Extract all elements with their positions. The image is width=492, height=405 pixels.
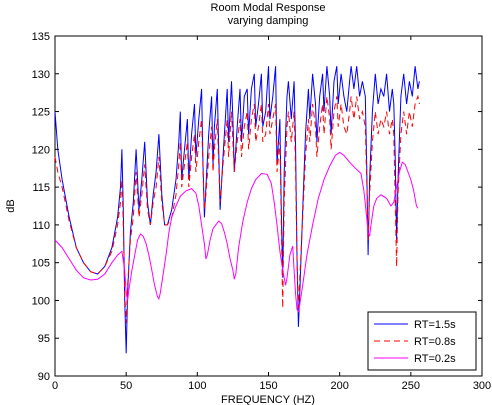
y-tick-label: 110 — [32, 220, 50, 232]
y-tick-label: 90 — [38, 371, 50, 383]
x-axis-label: FREQUENCY (HZ) — [221, 394, 315, 405]
chart-title: Room Modal Response — [211, 2, 326, 14]
x-tick-label: 200 — [330, 380, 348, 392]
legend-label-3: RT=0.2s — [414, 353, 456, 365]
x-tick-label: 150 — [259, 380, 277, 392]
series-line-1 — [54, 66, 420, 354]
y-tick-label: 95 — [38, 333, 50, 345]
legend: RT=1.5s RT=0.8s RT=0.2s — [367, 311, 477, 371]
legend-label-2: RT=0.8s — [414, 336, 456, 348]
axes: 0 50 100 150 200 250 300 90 95 100 105 110 115 120 125… — [32, 31, 492, 392]
y-axis-label: dB — [5, 199, 17, 212]
y-tick-label: 115 — [32, 182, 50, 194]
y-tick-label: 120 — [32, 144, 50, 156]
x-tick-label: 100 — [188, 380, 206, 392]
series-line-2 — [54, 94, 420, 324]
y-tick-label: 135 — [32, 31, 50, 43]
y-tick-label: 130 — [32, 69, 50, 81]
x-tick-label: 50 — [120, 380, 132, 392]
series-layer — [54, 66, 420, 354]
y-tick-label: 100 — [32, 295, 50, 307]
legend-label-1: RT=1.5s — [414, 319, 456, 331]
x-tick-label: 300 — [473, 380, 491, 392]
x-tick-label: 0 — [52, 380, 58, 392]
y-tick-label: 105 — [32, 258, 50, 270]
y-tick-label: 125 — [32, 107, 50, 119]
series-line-3 — [54, 151, 419, 314]
x-tick-label: 250 — [402, 380, 420, 392]
chart-subtitle: varying damping — [228, 15, 309, 27]
